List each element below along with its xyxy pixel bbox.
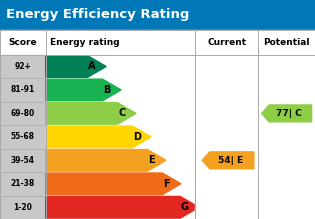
Polygon shape: [46, 56, 106, 77]
Bar: [0, 78, 46, 102]
Text: 69-80: 69-80: [11, 109, 35, 118]
Polygon shape: [46, 150, 166, 171]
Text: D: D: [133, 132, 141, 142]
Text: B: B: [103, 85, 111, 95]
Text: 92+: 92+: [14, 62, 31, 71]
Bar: [0, 196, 46, 219]
Polygon shape: [46, 103, 136, 124]
Bar: [0, 30, 315, 55]
Bar: [195, 55, 315, 219]
Text: Potential: Potential: [263, 38, 310, 47]
Polygon shape: [46, 79, 121, 101]
Text: 54| E: 54| E: [218, 156, 243, 165]
Text: 77| C: 77| C: [276, 109, 302, 118]
Text: E: E: [148, 155, 155, 165]
Text: 21-38: 21-38: [11, 179, 35, 188]
Bar: [0, 55, 46, 78]
Text: G: G: [181, 202, 189, 212]
Bar: [0, 125, 46, 149]
Polygon shape: [46, 173, 181, 195]
Polygon shape: [262, 105, 312, 122]
Polygon shape: [202, 152, 254, 169]
Text: Score: Score: [9, 38, 37, 47]
Bar: [0, 102, 46, 125]
Polygon shape: [46, 196, 199, 218]
Bar: [0, 172, 46, 196]
Text: 55-68: 55-68: [11, 132, 35, 141]
Text: Current: Current: [207, 38, 246, 47]
Text: Energy Efficiency Rating: Energy Efficiency Rating: [6, 8, 190, 21]
Bar: [0, 0, 315, 30]
Polygon shape: [46, 126, 151, 148]
Text: C: C: [118, 108, 125, 118]
Text: 81-91: 81-91: [11, 85, 35, 94]
Text: A: A: [88, 62, 96, 71]
Bar: [0, 149, 46, 172]
Text: 39-54: 39-54: [11, 156, 35, 165]
Text: F: F: [163, 179, 170, 189]
Text: Energy rating: Energy rating: [50, 38, 120, 47]
Text: 1-20: 1-20: [14, 203, 32, 212]
